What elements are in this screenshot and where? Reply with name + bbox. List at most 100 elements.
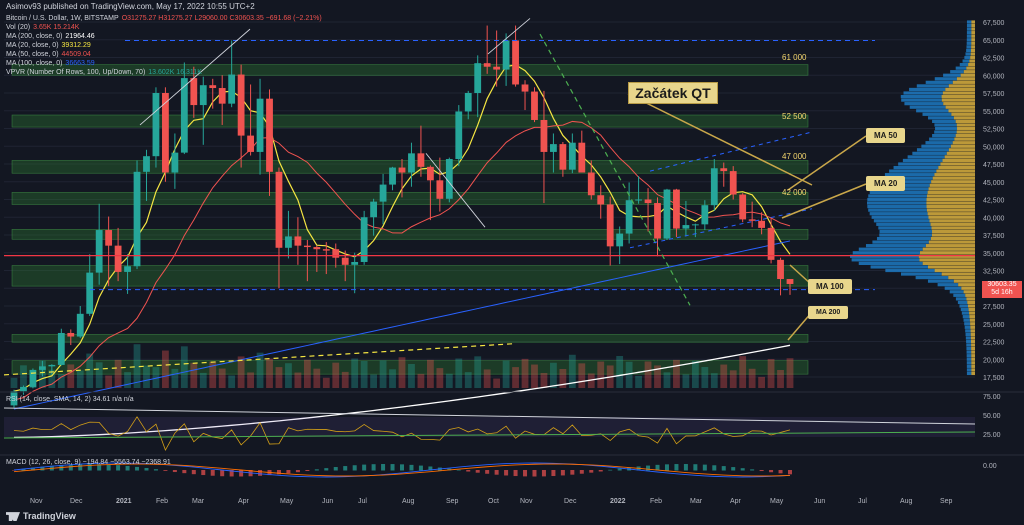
channel-upper-line [649, 131, 813, 172]
price-axis: 67,500 65,000 62,500 60,000 57,500 55,000 52,5… [983, 20, 1005, 470]
macd-histogram-bar [324, 468, 329, 471]
indicator-legend: Bitcoin / U.S. Dollar, 1W, BITSTAMP O3127… [6, 14, 322, 77]
profile-bar-down [971, 20, 975, 24]
price-tick-label: 52,500 [983, 127, 1005, 134]
profile-bar-up [966, 350, 972, 354]
profile-bar-up [869, 190, 928, 194]
profile-bar-down [941, 272, 975, 276]
profile-bar-up [889, 169, 937, 173]
profile-bar-up [916, 109, 949, 113]
profile-bar-down [971, 364, 975, 368]
candle-body [10, 391, 18, 406]
macd-histogram-bar [589, 470, 594, 473]
legend-row: MA (100, close, 0) 36663.59 [6, 59, 322, 68]
ma100-callout: MA 100 [808, 279, 852, 294]
profile-bar-up [960, 307, 969, 312]
wedge-line [139, 28, 251, 126]
volume-bar [739, 356, 747, 388]
profile-bar-down [961, 286, 975, 290]
volume-bar [474, 356, 482, 388]
candle-body [360, 217, 368, 262]
volume-bar [587, 373, 595, 388]
volume-bars [10, 344, 794, 388]
profile-bar-down [918, 254, 975, 258]
profile-bar-up [925, 141, 953, 145]
support-zone [11, 192, 809, 205]
macd-histogram-bar [68, 464, 73, 471]
profile-bar-down [970, 322, 975, 326]
profile-bar-up [966, 354, 972, 358]
volume-bar [389, 369, 396, 388]
profile-bar-down [926, 201, 975, 205]
support-zone [11, 229, 809, 240]
volume-bar [767, 359, 775, 388]
time-tick-label: Jul [358, 498, 367, 505]
profile-bar-up [885, 268, 935, 273]
candle-body [275, 171, 283, 248]
callout-arrow [787, 135, 867, 191]
candle-body [710, 168, 718, 206]
macd-histogram-bar [153, 469, 158, 471]
volume-bar [521, 358, 529, 388]
profile-bar-up [928, 116, 954, 120]
profile-bar-down [932, 176, 975, 180]
time-tick-label: Sep [940, 498, 953, 505]
time-tick-label: Mar [192, 498, 205, 505]
macd-legend: MACD (12, 26, close, 9) −194.84 −5563.74… [6, 459, 171, 466]
macd-histogram-bar [144, 467, 149, 471]
profile-bar-down [934, 268, 975, 273]
price-tick-label: 27,500 [983, 304, 1005, 311]
profile-bar-up [966, 361, 972, 365]
profile-bar-up [943, 73, 961, 77]
volume-bar [228, 375, 236, 388]
volume-bar [95, 362, 103, 388]
profile-bar-up [865, 244, 926, 248]
volume-bar [540, 373, 548, 388]
volume-bar [133, 344, 141, 388]
volume-profile [850, 20, 975, 376]
volume-bar [578, 363, 586, 388]
volume-bar [758, 376, 766, 388]
macd-histogram-bar [664, 464, 669, 471]
price-tick-label: 32,500 [983, 269, 1005, 276]
last-price: 30603.35 [987, 281, 1017, 288]
profile-bar-up [876, 236, 931, 241]
profile-bar-up [868, 194, 927, 198]
candle-body [218, 88, 226, 104]
profile-bar-down [922, 261, 975, 265]
profile-bar-up [949, 290, 964, 294]
profile-bar-up [944, 286, 962, 290]
profile-bar-down [967, 300, 975, 305]
candle-body [209, 85, 217, 89]
callout-arrow [627, 93, 813, 186]
macd-histogram-bar [570, 470, 575, 475]
price-tick-label: 22,500 [983, 340, 1005, 347]
profile-bar-down [942, 158, 975, 163]
macd-histogram-bar [21, 468, 26, 471]
volume-bar [313, 368, 321, 388]
support-zone [11, 334, 809, 343]
candle-body [190, 78, 198, 106]
macd-histogram-bar [286, 470, 291, 474]
profile-bar-down [948, 276, 975, 280]
volume-bar [341, 371, 349, 388]
profile-bar-up [912, 151, 947, 155]
profile-bar-up [965, 329, 971, 333]
macd-histogram-bar [106, 464, 111, 471]
macd-histogram-bar [409, 464, 414, 471]
macd-line [13, 462, 791, 478]
legend-value: 39312.29 [61, 42, 91, 49]
profile-bar-down [963, 70, 975, 74]
candle-body [48, 364, 56, 367]
profile-bar-down [971, 34, 975, 38]
volume-bar [152, 367, 160, 388]
profile-bar-down [919, 258, 975, 262]
profile-bar-up [876, 222, 931, 226]
profile-bar-up [937, 283, 959, 287]
candle-body [786, 279, 794, 284]
tradingview-footer: TradingView [6, 507, 76, 525]
candle-body [616, 233, 624, 247]
profile-bar-up [884, 173, 935, 177]
profile-bar-up [966, 31, 972, 35]
macd-histogram-bar [78, 464, 83, 471]
